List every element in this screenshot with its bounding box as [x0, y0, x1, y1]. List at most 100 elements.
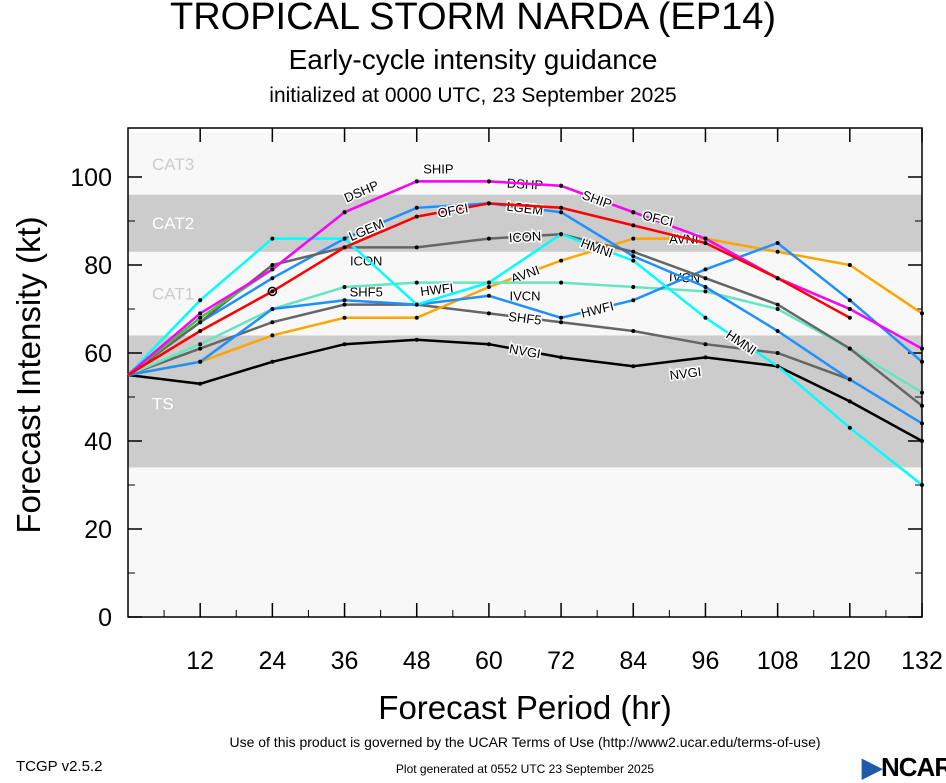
y-tick-label: 0 — [98, 604, 112, 632]
data-point — [847, 346, 852, 351]
x-tick-label: 36 — [331, 647, 359, 675]
x-tick-label: 108 — [757, 647, 799, 675]
data-point — [559, 320, 564, 325]
data-point — [270, 333, 275, 338]
y-tick-label: 60 — [84, 340, 112, 368]
series-line — [127, 232, 923, 486]
series-label: ICON — [350, 253, 383, 268]
x-tick-label: 60 — [475, 647, 503, 675]
data-point — [631, 364, 636, 369]
data-point — [559, 355, 564, 360]
data-point — [775, 276, 780, 281]
y-tick-label: 40 — [84, 428, 112, 456]
data-point — [920, 403, 924, 408]
data-point — [847, 399, 852, 404]
data-point — [414, 302, 419, 307]
data-point — [703, 342, 708, 347]
data-point — [270, 359, 275, 364]
series-line — [127, 202, 923, 425]
data-point — [414, 214, 419, 219]
data-point — [342, 298, 347, 303]
data-point — [486, 236, 491, 241]
series-label: NVGI — [508, 341, 542, 361]
data-point — [775, 364, 780, 369]
data-point — [920, 439, 924, 443]
data-point — [703, 236, 708, 241]
band-cat2 — [128, 194, 922, 252]
data-point — [775, 249, 780, 254]
data-point — [198, 381, 203, 386]
series-label: OFCI — [436, 200, 469, 220]
data-point — [414, 205, 419, 210]
data-point — [270, 263, 275, 267]
data-point — [631, 223, 636, 228]
data-point — [703, 241, 708, 245]
series-label: SHF5 — [350, 285, 383, 300]
data-point — [414, 280, 419, 285]
x-tick-label: 120 — [829, 647, 871, 675]
series-line — [127, 338, 923, 443]
series-line — [127, 281, 923, 394]
data-point — [559, 258, 564, 263]
data-point — [920, 359, 924, 364]
x-tick-label: 48 — [403, 647, 431, 675]
data-point — [342, 245, 347, 250]
data-point — [631, 298, 636, 303]
x-tick-label: 72 — [547, 647, 575, 675]
data-point — [270, 320, 275, 325]
data-point — [270, 236, 275, 241]
series-label: LGEM — [506, 199, 544, 218]
data-point — [198, 311, 203, 316]
band-cat1 — [128, 251, 922, 336]
series-nvgi: NVGI NVGI — [127, 337, 924, 443]
ncar-logo: ▶NCAR — [862, 752, 946, 782]
series-line — [127, 241, 923, 377]
data-point — [775, 302, 780, 307]
data-point — [198, 329, 203, 333]
series-label: IVCN — [509, 289, 540, 304]
data-point — [847, 263, 852, 267]
data-point — [559, 205, 564, 210]
chart-title: TROPICAL STORM NARDA (EP14) — [169, 0, 776, 38]
data-point — [847, 298, 852, 303]
y-axis-label: Forecast Intensity (kt) — [10, 216, 47, 533]
data-point — [920, 311, 924, 316]
series-line — [127, 180, 923, 376]
data-point — [414, 179, 419, 184]
series-line — [127, 232, 923, 407]
data-point — [703, 355, 708, 360]
x-tick-label: 12 — [186, 647, 214, 675]
data-point — [270, 307, 275, 311]
data-point — [342, 302, 347, 307]
data-point — [486, 311, 491, 316]
series-label: ICON — [508, 228, 541, 245]
data-point — [486, 201, 491, 206]
x-tick-label: 96 — [692, 647, 720, 675]
data-point — [847, 377, 852, 382]
data-point — [198, 342, 203, 347]
data-point — [631, 249, 636, 254]
data-point — [703, 285, 708, 289]
data-point — [342, 236, 347, 241]
data-point — [559, 315, 564, 320]
chart-subtitle: Early-cycle intensity guidance — [288, 44, 658, 75]
x-tick-label: 132 — [901, 647, 943, 675]
y-tick-label: 80 — [84, 252, 112, 280]
y-tick-label: 20 — [84, 516, 112, 544]
data-point — [486, 285, 491, 289]
init-time: initialized at 0000 UTC, 23 September 20… — [269, 84, 677, 107]
data-point — [775, 351, 780, 355]
series-icon: ICON ICON — [127, 227, 924, 408]
data-point — [414, 315, 419, 320]
data-point — [414, 245, 419, 250]
data-point — [414, 337, 419, 342]
data-point — [631, 285, 636, 289]
data-point — [775, 329, 780, 333]
x-tick-label: 84 — [619, 647, 647, 675]
data-point — [703, 315, 708, 320]
data-point — [631, 236, 636, 241]
data-point — [342, 285, 347, 289]
data-point — [486, 342, 491, 347]
official-forecast-marker-icon — [267, 286, 278, 297]
